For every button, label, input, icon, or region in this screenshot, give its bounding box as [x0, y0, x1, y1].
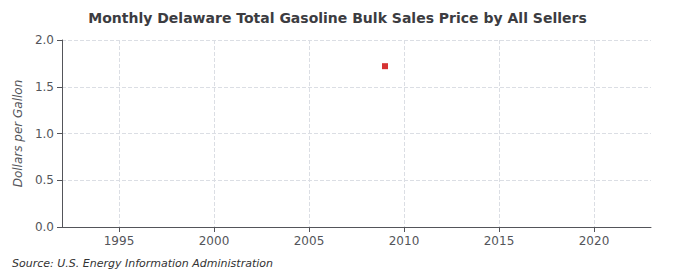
svg-text:Dollars per Gallon: Dollars per Gallon — [11, 80, 25, 188]
svg-text:2010: 2010 — [389, 234, 420, 248]
svg-text:2005: 2005 — [294, 234, 325, 248]
svg-text:Source: U.S. Energy Informatio: Source: U.S. Energy Information Administ… — [12, 257, 273, 270]
svg-text:1.5: 1.5 — [35, 80, 54, 94]
svg-text:0.5: 0.5 — [35, 173, 54, 187]
svg-text:2000: 2000 — [199, 234, 230, 248]
svg-text:2015: 2015 — [484, 234, 515, 248]
svg-text:1.0: 1.0 — [35, 127, 54, 141]
svg-text:1995: 1995 — [104, 234, 135, 248]
svg-text:2020: 2020 — [579, 234, 610, 248]
svg-text:2.0: 2.0 — [35, 33, 54, 47]
svg-text:Monthly Delaware Total Gasolin: Monthly Delaware Total Gasoline Bulk Sal… — [88, 10, 586, 26]
svg-text:0.0: 0.0 — [35, 220, 54, 234]
